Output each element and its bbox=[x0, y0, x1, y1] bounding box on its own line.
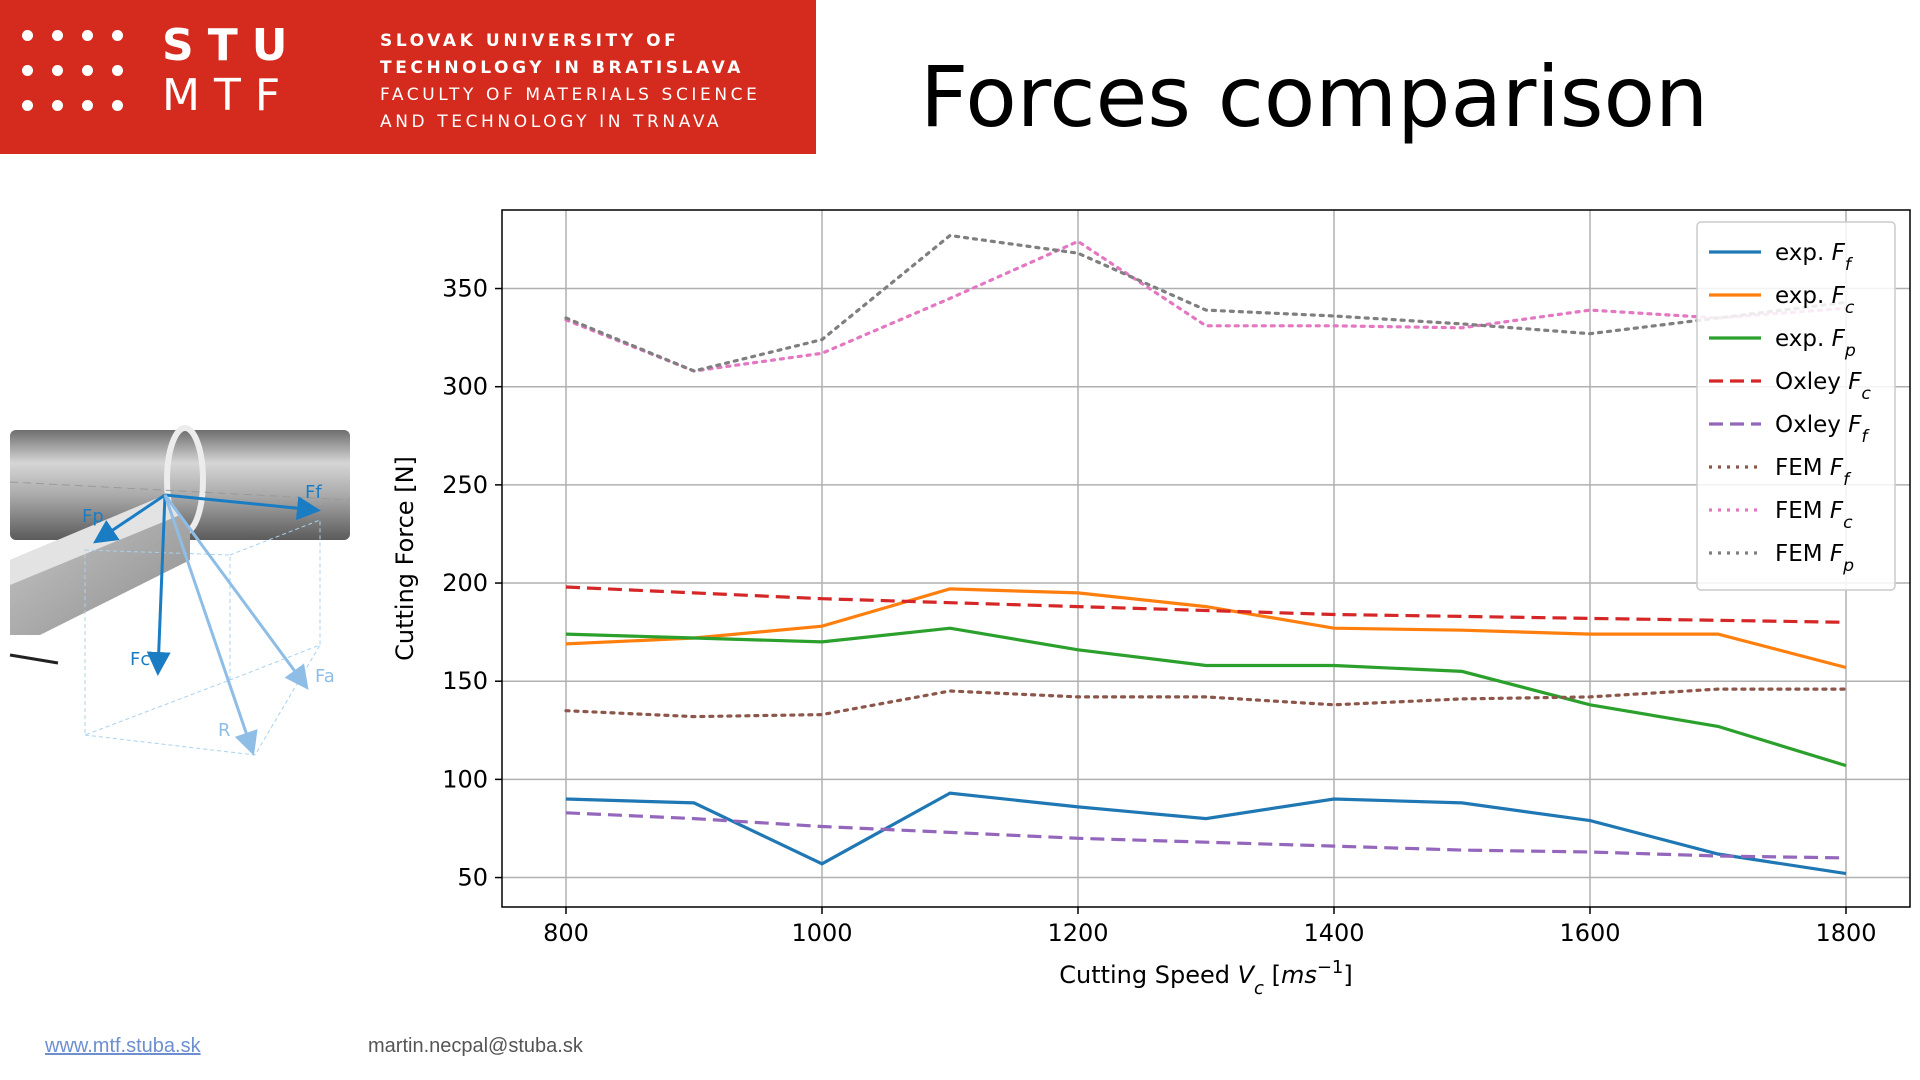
x-tick-label: 1000 bbox=[791, 919, 852, 947]
arrow-ff bbox=[164, 493, 321, 521]
legend-label-0: exp. Ff bbox=[1775, 240, 1854, 275]
x-tick-label: 1600 bbox=[1559, 919, 1620, 947]
logo-mtf: MTF bbox=[162, 70, 295, 121]
y-tick-label: 200 bbox=[442, 569, 488, 597]
y-tick-label: 100 bbox=[442, 765, 488, 793]
series-line-0 bbox=[565, 791, 1847, 876]
university-line-2: TECHNOLOGY IN BRATISLAVA bbox=[380, 58, 744, 78]
legend-label-4: Oxley Ff bbox=[1775, 412, 1870, 447]
x-tick-label: 1800 bbox=[1815, 919, 1876, 947]
y-tick-label: 50 bbox=[457, 864, 488, 892]
label-ff: Ff bbox=[305, 482, 322, 503]
logo-dots bbox=[22, 30, 142, 120]
legend-label-6: FEM Fc bbox=[1775, 498, 1853, 533]
x-axis-label: Cutting Speed Vc [ms−1] bbox=[1059, 957, 1353, 999]
series-line-2 bbox=[565, 626, 1847, 768]
series-line-6 bbox=[564, 239, 1848, 373]
legend-label-7: FEM Fp bbox=[1775, 541, 1854, 576]
legend-label-3: Oxley Fc bbox=[1775, 369, 1871, 404]
label-r: R bbox=[218, 720, 231, 741]
series-line-7 bbox=[564, 233, 1848, 373]
arrow-r bbox=[163, 494, 258, 756]
arrow-fp bbox=[93, 493, 166, 544]
cutting-tool bbox=[10, 495, 190, 635]
y-axis-label: Cutting Force [N] bbox=[391, 456, 419, 661]
university-banner: STU MTF SLOVAK UNIVERSITY OF TECHNOLOGY … bbox=[0, 0, 816, 154]
y-tick-label: 250 bbox=[442, 471, 488, 499]
footer-website-link[interactable]: www.mtf.stuba.sk bbox=[45, 1035, 201, 1057]
series-line-5 bbox=[564, 687, 1848, 719]
cutting-forces-diagram: Ff Fp Fc Fa R bbox=[9, 425, 351, 756]
y-tick-label: 300 bbox=[442, 373, 488, 401]
x-tick-label: 800 bbox=[543, 919, 589, 947]
footer-email: martin.necpal@stuba.sk bbox=[368, 1035, 583, 1057]
legend-box bbox=[1696, 221, 1896, 591]
legend-label-5: FEM Ff bbox=[1775, 455, 1852, 490]
label-fp: Fp bbox=[82, 506, 104, 527]
legend-label-2: exp. Fp bbox=[1775, 326, 1856, 361]
legend-label-1: exp. Fc bbox=[1775, 283, 1855, 318]
arrow-fa bbox=[163, 494, 309, 690]
x-tick-label: 1200 bbox=[1047, 919, 1108, 947]
university-line-3: FACULTY OF MATERIALS SCIENCE bbox=[380, 85, 761, 105]
y-tick-label: 350 bbox=[442, 275, 488, 303]
label-fc: Fc bbox=[130, 649, 150, 670]
slide-title: Forces comparison bbox=[920, 48, 1709, 146]
series-line-1 bbox=[565, 587, 1847, 670]
university-line-1: SLOVAK UNIVERSITY OF bbox=[380, 31, 680, 51]
series-line-3 bbox=[565, 585, 1847, 624]
university-line-4: AND TECHNOLOGY IN TRNAVA bbox=[380, 112, 723, 132]
label-fa: Fa bbox=[315, 666, 335, 687]
y-tick-label: 150 bbox=[442, 667, 488, 695]
arrow-fc bbox=[146, 494, 171, 676]
forces-line-chart: 800 1000 1200 1400 1600 1800 50 100 150 200 250 300… bbox=[391, 209, 1911, 999]
workpiece bbox=[10, 430, 350, 540]
series-line-4 bbox=[565, 811, 1847, 860]
plot-frame bbox=[501, 209, 1911, 908]
university-name: SLOVAK UNIVERSITY OF TECHNOLOGY IN BRATI… bbox=[380, 28, 761, 136]
x-tick-label: 1400 bbox=[1303, 919, 1364, 947]
logo-stu: STU bbox=[162, 20, 302, 71]
